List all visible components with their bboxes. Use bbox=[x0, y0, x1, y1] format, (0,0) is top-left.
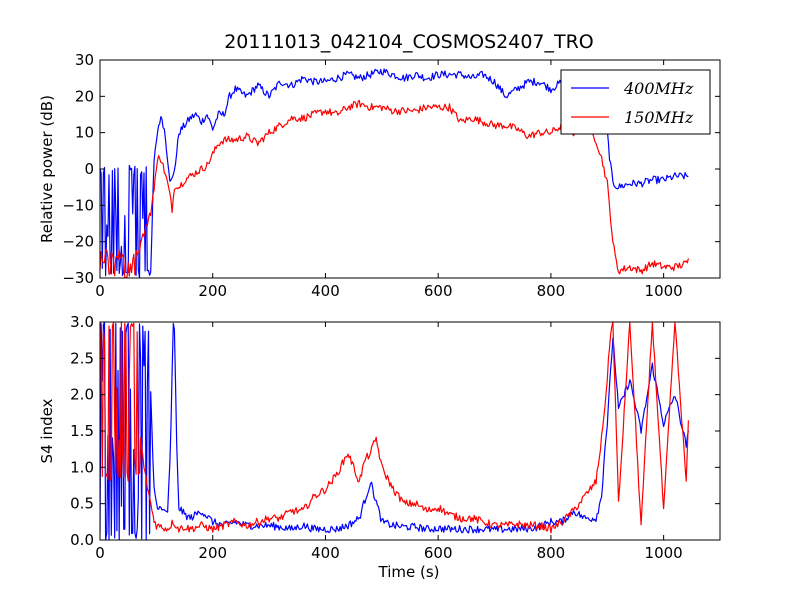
power-y-tick-label: 20 bbox=[75, 87, 94, 105]
power-y-tick-label: 0 bbox=[84, 160, 94, 178]
s4-x-tick-label: 200 bbox=[198, 544, 227, 562]
power-y-tick-label: 10 bbox=[75, 124, 94, 142]
chart-title: 20111013_042104_COSMOS2407_TRO bbox=[224, 31, 594, 53]
power-x-tick-label: 600 bbox=[424, 282, 453, 300]
legend-label-400mhz: 400MHz bbox=[623, 79, 694, 98]
s4-x-tick-label: 600 bbox=[424, 544, 453, 562]
s4-y-tick-label: 2.0 bbox=[70, 386, 94, 404]
legend-box bbox=[560, 69, 711, 135]
x-axis-label: Time (s) bbox=[378, 563, 440, 581]
s4-series-400mhz-line bbox=[100, 322, 689, 540]
power-panel: 0 200 400 600 800 1000 −30 −20 −10 0 10 20 30 Relativ… bbox=[38, 51, 721, 300]
power-x-tick-label: 800 bbox=[537, 282, 566, 300]
power-y-tick-label: −30 bbox=[62, 269, 94, 287]
s4-y-tick-label: 0.5 bbox=[70, 495, 94, 513]
s4-x-tick-label: 0 bbox=[95, 544, 105, 562]
power-x-tick-label: 0 bbox=[95, 282, 105, 300]
power-y-tick-label: 30 bbox=[75, 51, 94, 69]
s4-y-tick-label: 0.0 bbox=[70, 531, 94, 549]
s4-x-tick-label: 1000 bbox=[645, 544, 683, 562]
legend: 400MHz 150MHz bbox=[560, 69, 711, 135]
s4-panel: 0 200 400 600 800 1000 0.0 0.5 1.0 1.5 2.0 2.5 3.0 S4… bbox=[38, 313, 721, 562]
power-x-tick-label: 200 bbox=[198, 282, 227, 300]
power-x-tick-label: 1000 bbox=[645, 282, 683, 300]
s4-y-tick-label: 2.5 bbox=[70, 349, 94, 367]
power-y-axis-label: Relative power (dB) bbox=[38, 95, 56, 243]
legend-label-150mhz: 150MHz bbox=[624, 108, 694, 127]
power-y-tick-label: −10 bbox=[62, 196, 94, 214]
s4-series-150mhz-line bbox=[100, 322, 689, 534]
s4-x-tick-label: 800 bbox=[537, 544, 566, 562]
s4-y-axis-label: S4 index bbox=[38, 398, 56, 463]
s4-y-tick-label: 1.5 bbox=[70, 422, 94, 440]
s4-y-tick-label: 3.0 bbox=[70, 313, 94, 331]
power-y-tick-label: −20 bbox=[62, 233, 94, 251]
s4-x-tick-label: 400 bbox=[311, 544, 340, 562]
s4-plot-area bbox=[100, 322, 689, 540]
s4-y-tick-label: 1.0 bbox=[70, 458, 94, 476]
power-x-tick-label: 400 bbox=[311, 282, 340, 300]
